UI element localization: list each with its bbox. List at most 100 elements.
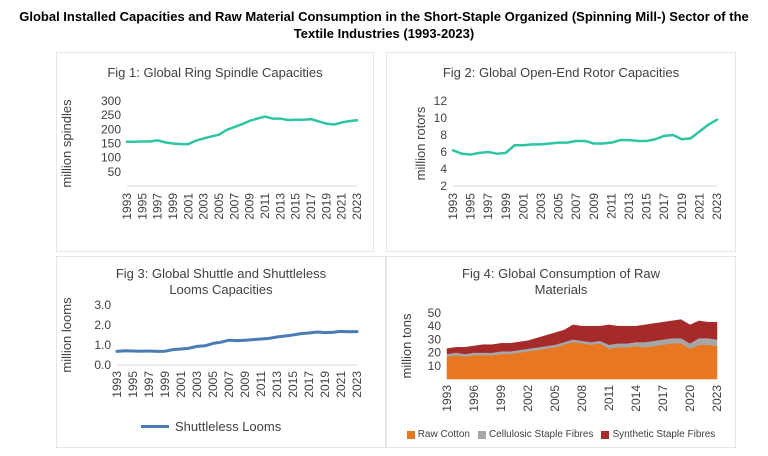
x-tick-label: 2014 <box>629 385 643 412</box>
x-tick-label: 1993 <box>440 385 454 412</box>
x-tick-label: 1993 <box>120 193 134 220</box>
y-axis-label: million tons <box>399 313 414 379</box>
chart-title: Fig 4: Global Consumption of Raw Materia… <box>462 266 660 297</box>
y-axis-label: million looms <box>59 297 74 373</box>
series-line <box>125 115 359 146</box>
x-tick-label: 2015 <box>640 193 654 220</box>
y-tick-label: 30 <box>428 332 442 346</box>
legend-label: Shuttleless Looms <box>175 419 282 434</box>
x-tick-label: 2001 <box>516 193 530 220</box>
legend-swatch <box>406 430 415 439</box>
legend-swatch <box>601 430 610 439</box>
chart-title: Fig 1: Global Ring Spindle Capacities <box>107 65 323 80</box>
x-tick-label: 1997 <box>151 193 165 220</box>
legend-item-cellulosic: Cellulosic Staple Fibres <box>477 429 594 440</box>
y-axis-label: million spindles <box>59 99 74 188</box>
x-tick-label: 2021 <box>334 371 348 398</box>
y-tick-label: 1.0 <box>94 338 111 352</box>
looms-chart: 0.0 1.0 2.0 3.0 million looms 1993 1995 1997 199… <box>59 297 364 398</box>
x-tick-label: 2013 <box>622 193 636 220</box>
x-tick-label: 2013 <box>273 193 287 220</box>
x-tick-label: 2020 <box>683 385 697 412</box>
y-tick-label: 50 <box>108 165 122 179</box>
x-tick-label: 2011 <box>604 193 618 219</box>
x-tick-label: 1995 <box>464 193 478 220</box>
x-tick-label: 2017 <box>302 371 316 398</box>
x-tick-label: 2001 <box>174 371 188 398</box>
x-tick-label: 2008 <box>575 385 589 412</box>
x-tick-label: 2009 <box>238 371 252 398</box>
x-tick-label: 2005 <box>212 193 226 220</box>
y-tick-label: 8 <box>440 128 447 142</box>
x-tick-label: 1999 <box>499 193 513 220</box>
x-tick-label: 2007 <box>222 371 236 398</box>
legend-label: Cellulosic Staple Fibres <box>488 429 594 440</box>
legend: Raw Cotton Cellulosic Staple Fibres Synt… <box>387 429 735 440</box>
x-tick-label: 2015 <box>286 371 300 398</box>
x-tick-label: 2003 <box>190 371 204 398</box>
x-tick-label: 2015 <box>289 193 303 220</box>
y-tick-label: 4 <box>440 162 447 176</box>
x-tick-label: 2009 <box>587 193 601 220</box>
x-tick-label: 1995 <box>135 193 149 220</box>
y-tick-label: 0.0 <box>94 358 111 372</box>
legend-label: Raw Cotton <box>417 429 470 440</box>
x-tick-label: 2023 <box>710 193 724 220</box>
x-tick-label: 2005 <box>206 371 220 398</box>
series-line <box>115 329 359 353</box>
y-tick-label: 100 <box>101 151 121 165</box>
x-tick-label: 2019 <box>675 193 689 220</box>
x-tick-label: 2019 <box>318 371 332 398</box>
legend-item-raw-cotton: Raw Cotton <box>406 429 470 440</box>
x-tick-label: 2007 <box>227 193 241 220</box>
y-tick-label: 200 <box>101 122 121 136</box>
main-title: Global Installed Capacities and Raw Mate… <box>19 9 749 41</box>
legend-swatch <box>141 425 169 428</box>
x-tick-label: 2009 <box>243 193 257 220</box>
x-tick-label: 2002 <box>521 385 535 412</box>
x-tick-label: 2017 <box>656 385 670 412</box>
x-tick-label: 2001 <box>181 193 195 220</box>
chart-panel-looms: Fig 3: Global Shuttle and Shuttleless Lo… <box>56 256 386 448</box>
x-tick-label: 2017 <box>657 193 671 220</box>
y-tick-label: 12 <box>434 94 448 108</box>
y-tick-label: 2.0 <box>94 318 111 332</box>
x-tick-label: 1993 <box>446 193 460 220</box>
series-line <box>451 118 719 156</box>
y-tick-label: 10 <box>434 111 448 125</box>
legend-item-synthetic: Synthetic Staple Fibres <box>601 429 715 440</box>
chart-title: Fig 3: Global Shuttle and Shuttleless Lo… <box>115 266 327 297</box>
x-tick-label: 1997 <box>142 371 156 398</box>
y-axis-label: million rotors <box>413 106 428 180</box>
chart-panel-rotors: Fig 2: Global Open-End Rotor Capacities … <box>386 52 736 252</box>
y-tick-label: 50 <box>428 306 442 320</box>
x-tick-label: 2023 <box>710 385 724 412</box>
x-tick-label: 2021 <box>692 193 706 220</box>
x-tick-label: 1995 <box>126 371 140 398</box>
x-tick-label: 2023 <box>350 371 364 398</box>
x-tick-label: 2017 <box>304 193 318 220</box>
x-tick-label: 1997 <box>481 193 495 220</box>
x-tick-label: 2011 <box>254 371 268 397</box>
x-tick-label: 2023 <box>350 193 364 220</box>
legend-swatch <box>477 430 486 439</box>
area-synthetic-staple-fibres <box>446 319 718 355</box>
x-tick-label: 1999 <box>158 371 172 398</box>
y-tick-label: 3.0 <box>94 298 111 312</box>
x-tick-label: 2005 <box>552 193 566 220</box>
legend: Shuttleless Looms <box>141 419 281 434</box>
legend-label: Synthetic Staple Fibres <box>612 429 716 440</box>
y-tick-label: 300 <box>101 94 121 108</box>
chart-title: Fig 2: Global Open-End Rotor Capacities <box>442 65 680 80</box>
y-tick-label: 20 <box>428 346 442 360</box>
x-tick-label: 2007 <box>569 193 583 220</box>
x-tick-label: 2011 <box>602 385 616 411</box>
chart-panel-raw-materials: Fig 4: Global Consumption of Raw Materia… <box>386 256 736 448</box>
x-tick-label: 2019 <box>319 193 333 220</box>
x-tick-label: 2021 <box>335 193 349 220</box>
x-tick-label: 1996 <box>467 385 481 412</box>
y-tick-label: 40 <box>428 319 442 333</box>
